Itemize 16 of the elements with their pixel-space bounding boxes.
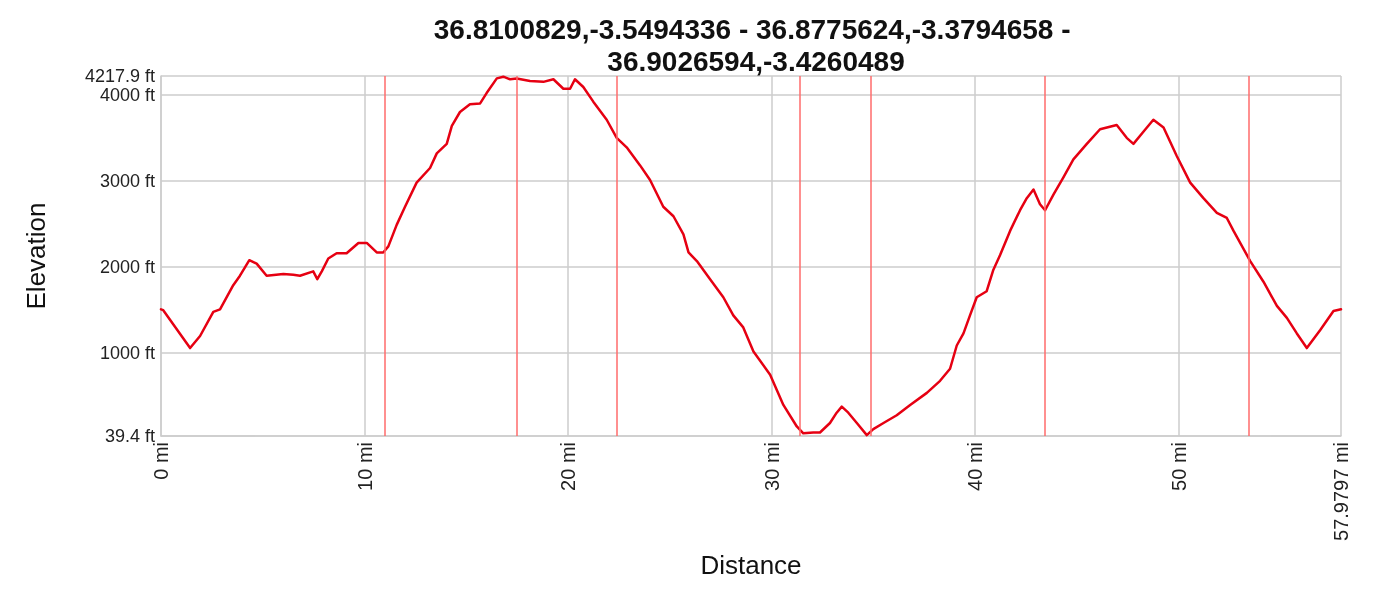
y-tick-label: 3000 ft (99, 170, 155, 191)
line-series (159, 75, 1343, 437)
x-tick-label: 10 mi (353, 442, 376, 491)
chart-title: 36.8100829,-3.5494336 - 36.8775624,-3.3794658 - 36.9026594,-3.4260489 (433, 13, 1079, 77)
y-tick-label: 1000 ft (99, 343, 155, 364)
y-tick-label: 2000 ft (99, 257, 155, 278)
y-tick-label: 4217.9 ft (84, 66, 155, 86)
x-tick-label: 0 mi (150, 442, 172, 480)
x-tick-label: 30 mi (760, 442, 783, 491)
y-axis-title: Elevation (21, 202, 51, 310)
x-axis-title: Distance (700, 550, 802, 580)
x-tick-label: 20 mi (557, 442, 580, 491)
x-tick-label: 57.9797 mi (1330, 442, 1352, 541)
y-tick-label: 4000 ft (99, 84, 155, 105)
x-tick-label: 50 mi (1167, 442, 1190, 491)
x-tick-label: 40 mi (964, 442, 987, 491)
